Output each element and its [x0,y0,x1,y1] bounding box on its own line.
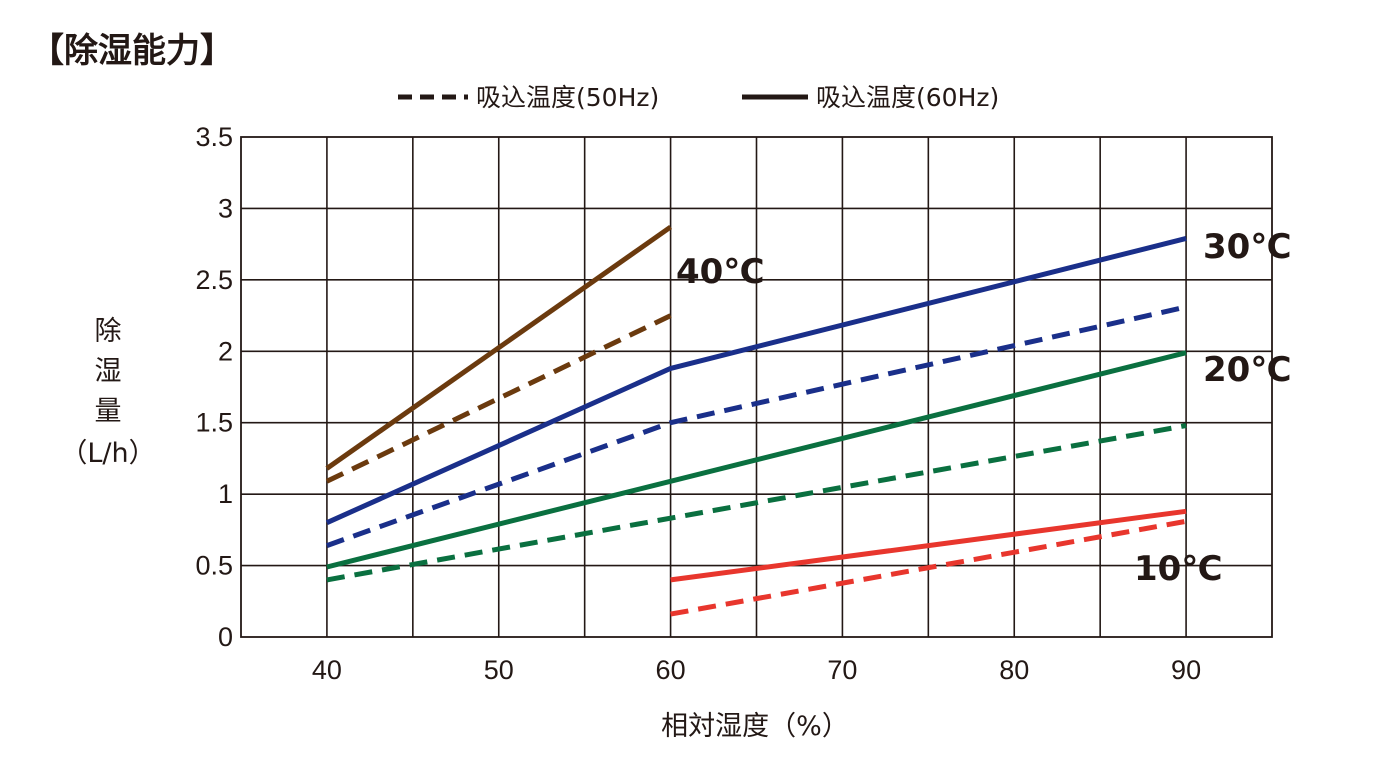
series-line-20-50hz [326,423,1187,583]
legend: 吸込温度(50Hz) 吸込温度(60Hz) [398,83,999,112]
x-axis-label: 相対湿度（%） [661,711,849,742]
series-line-30-60hz [325,235,1187,525]
y-tick-label: 3 [218,193,233,223]
y-axis-label-char-1: 除 [95,316,122,347]
y-tick-label: 0 [218,622,233,652]
x-tick-label: 80 [999,655,1029,685]
series-line-30-50hz [326,304,1187,548]
series-label-10c: 10℃ [1134,549,1223,589]
x-tick-label: 50 [484,655,514,685]
chart-title: 【除湿能力】 [30,31,234,71]
y-tick-label: 2.5 [195,265,233,295]
series-line-40-60hz [325,224,673,471]
plot-frame [240,136,1273,638]
legend-label-60hz: 吸込温度(60Hz) [816,83,999,112]
y-axis-label: 除 湿 量 （L/h） [60,316,155,469]
y-axis-label-char-3: 量 [95,396,122,427]
y-tick-label: 2 [218,336,233,366]
series-line-20-60hz [326,350,1187,570]
y-tick-label: 1 [218,479,233,509]
series-labels: 40℃ 30℃ 20℃ 10℃ [676,227,1292,589]
series-label-30c: 30℃ [1203,227,1292,267]
chart-ticks: 0 0.5 1 1.5 2 2.5 3 3.5 40 50 60 70 80 90 [195,122,1201,685]
y-tick-label: 1.5 [195,408,233,438]
x-tick-label: 60 [656,655,686,685]
chart-grid [240,136,1273,638]
series-line-40-50hz [325,313,672,484]
chart-series [325,224,1187,617]
series-line-10-50hz [670,518,1187,617]
x-tick-label: 40 [312,655,342,685]
y-axis-label-unit: （L/h） [60,438,155,469]
series-label-20c: 20℃ [1203,350,1292,390]
x-tick-label: 90 [1171,655,1201,685]
y-tick-label: 0.5 [195,551,233,581]
series-label-40c: 40℃ [676,252,765,292]
x-tick-label: 70 [827,655,857,685]
series-line-10-60hz [670,508,1187,583]
y-tick-label: 3.5 [195,122,233,152]
y-axis-label-char-2: 湿 [95,356,122,387]
legend-label-50hz: 吸込温度(50Hz) [476,83,659,112]
